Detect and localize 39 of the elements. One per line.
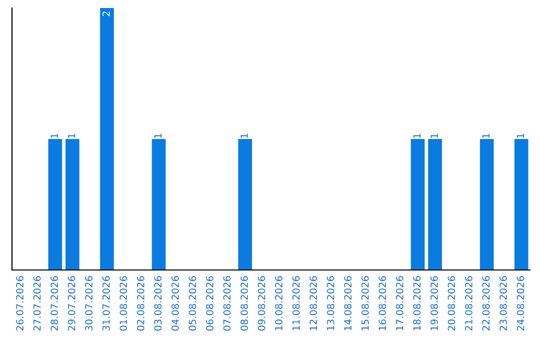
- x-tick-label: 15.08.2026: [361, 276, 369, 330]
- x-tick-label: 30.07.2026: [85, 276, 93, 330]
- x-tick-label: 17.08.2026: [396, 276, 404, 330]
- x-tick-label: 16.08.2026: [378, 276, 386, 330]
- x-tick-label: 12.08.2026: [310, 276, 317, 330]
- x-tick-label: 26.07.2026: [16, 276, 24, 331]
- x-tick-label: 29.07.2026: [68, 276, 76, 331]
- data-label: 1: [482, 134, 490, 138]
- x-tick-label: 28.07.2026: [50, 276, 58, 331]
- x-tick-label: 11.08.2026: [292, 276, 300, 330]
- x-tick-label: 03.08.2026: [154, 276, 162, 331]
- x-tick-label: 05.08.2026: [188, 276, 196, 331]
- data-label: 1: [50, 134, 58, 138]
- x-tick-label: 06.08.2026: [206, 276, 214, 331]
- x-tick-label: 07.08.2026: [223, 276, 231, 331]
- x-tick-label: 14.08.2026: [344, 276, 352, 330]
- data-label: 1: [68, 134, 76, 138]
- data-label: 1: [154, 134, 162, 138]
- x-tick-label: 09.08.2026: [258, 276, 266, 331]
- data-label: 1: [516, 134, 524, 138]
- x-tick-label: 22.08.2026: [482, 276, 490, 331]
- data-label: 1: [413, 134, 420, 138]
- x-tick-label: 21.08.2026: [465, 276, 472, 331]
- x-tick-label: 08.08.2026: [240, 276, 248, 331]
- x-tick-label: 04.08.2026: [172, 276, 179, 331]
- x-tick-label: 13.08.2026: [326, 276, 334, 330]
- x-tick-label: 24.08.2026: [516, 276, 524, 331]
- data-label: 1: [430, 134, 438, 138]
- x-tick-label: 19.08.2026: [430, 276, 438, 330]
- x-tick-label: 27.07.2026: [33, 276, 41, 331]
- x-tick-label: 10.08.2026: [275, 276, 282, 330]
- x-tick-label: 23.08.2026: [500, 276, 507, 331]
- data-label: 1: [240, 134, 248, 138]
- x-tick-label: 31.07.2026: [102, 276, 110, 330]
- x-tick-label: 02.08.2026: [136, 276, 144, 331]
- x-tick-label: 20.08.2026: [448, 276, 456, 331]
- x-tick-label: 18.08.2026: [413, 276, 421, 330]
- x-tick-label: 01.08.2026: [120, 276, 128, 331]
- data-label: 2: [102, 12, 110, 16]
